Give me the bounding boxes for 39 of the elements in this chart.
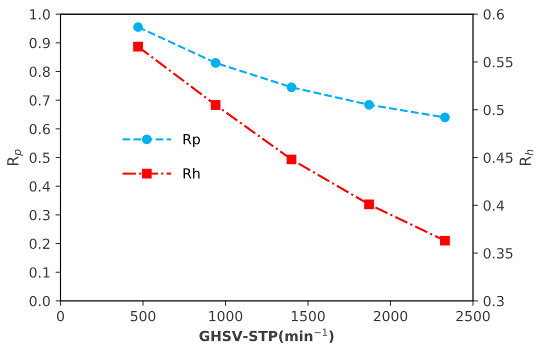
y-tick-label: 0.0 (30, 296, 50, 306)
y2-tick-label: 0.6 (484, 9, 504, 20)
legend-label: Rh (184, 168, 200, 178)
x-tick-label: 0 (56, 310, 64, 322)
y2-axis-title: R$_{h}$ (520, 150, 534, 166)
point (440, 112, 450, 122)
legend-label: Rp (184, 134, 200, 148)
point (364, 100, 374, 110)
y2-tick-label: 0.45 (484, 152, 512, 164)
x-tick-label: 2500 (456, 310, 490, 322)
point (440, 236, 450, 246)
point (210, 58, 220, 68)
y-tick-label: 0.6 (30, 124, 50, 134)
y-tick-label: 0.2 (30, 238, 50, 250)
y-tick-label: 0.8 (30, 66, 50, 77)
y-tick-label: 0.3 (30, 210, 50, 220)
point (210, 100, 220, 110)
x-axis-title: GHSV-STP(min$^{−1}$) (199, 328, 334, 343)
point (286, 154, 296, 164)
y-axis-title: R$_{p}$ (7, 149, 24, 166)
y-tick-label: 0.9 (30, 38, 50, 48)
point (133, 42, 143, 52)
y2-tick-label: 0.55 (484, 56, 512, 68)
y-tick-label: 0.1 (30, 267, 50, 278)
y2-tick-label: 0.35 (484, 248, 512, 259)
point (286, 82, 296, 92)
y-tick-label: 1.0 (30, 9, 50, 20)
x-tick-label: 1500 (292, 310, 325, 322)
x-tick-label: 2000 (374, 310, 408, 322)
y2-tick-label: 0.4 (484, 200, 504, 211)
x-tick-label: 500 (130, 310, 156, 322)
x-tick-label: 1000 (209, 310, 242, 322)
y2-tick-label: 0.3 (484, 296, 504, 306)
y-tick-label: 0.5 (30, 152, 50, 164)
point (133, 22, 143, 32)
y-tick-label: 0.7 (30, 95, 50, 106)
y-tick-label: 0.4 (30, 181, 50, 192)
y2-tick-label: 0.5 (484, 104, 504, 116)
point (364, 200, 374, 210)
